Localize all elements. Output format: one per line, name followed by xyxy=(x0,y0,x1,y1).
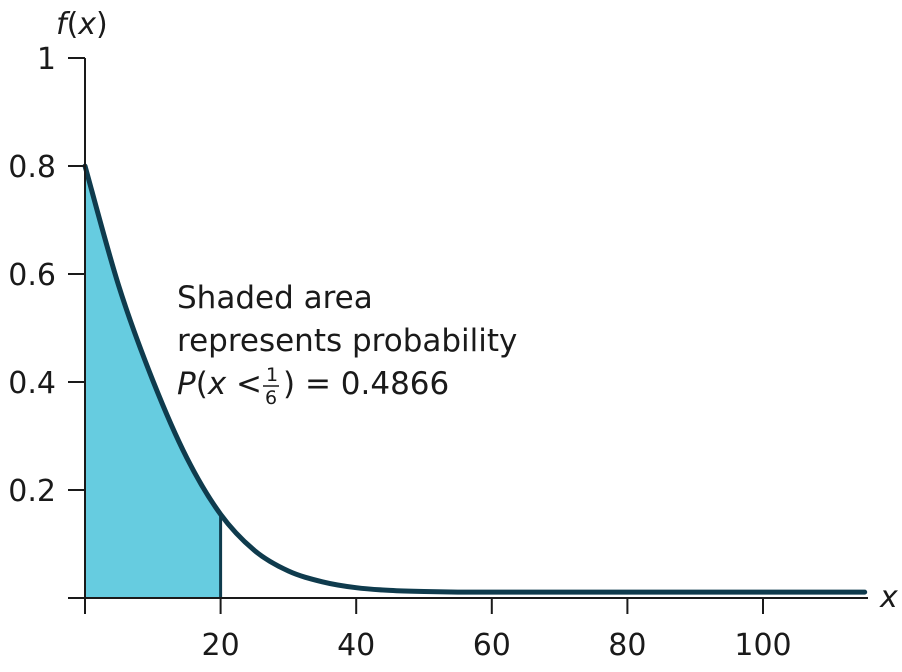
y-tick-label: 0.4 xyxy=(8,366,56,401)
axis-ticks: 20 40 60 80 100 0.2 0.4 0.6 0.8 1 xyxy=(8,42,791,663)
x-tick-label: 100 xyxy=(734,628,791,663)
x-axis-title: x xyxy=(879,580,898,615)
annotation-line-3: P(x < xyxy=(177,366,262,402)
fraction-numerator: 1 xyxy=(266,364,278,386)
x-tick-label: 60 xyxy=(473,628,511,663)
x-tick-label: 40 xyxy=(337,628,375,663)
annotation-line-2: represents probability xyxy=(177,323,517,359)
y-tick-label: 0.6 xyxy=(8,258,56,293)
fraction-denominator: 6 xyxy=(265,387,277,409)
annotation-line-1: Shaded area xyxy=(177,280,373,316)
annotation: Shaded area represents probability P(x <… xyxy=(177,280,517,409)
y-axis-title: f(x) xyxy=(56,7,108,42)
x-tick-label: 80 xyxy=(608,628,646,663)
y-tick-label: 0.8 xyxy=(8,150,56,185)
annotation-line-3-suffix: ) = 0.4866 xyxy=(283,366,449,402)
density-curve xyxy=(82,163,868,595)
x-tick-label: 20 xyxy=(202,628,240,663)
y-tick-label: 1 xyxy=(37,42,56,77)
y-tick-label: 0.2 xyxy=(8,474,56,509)
